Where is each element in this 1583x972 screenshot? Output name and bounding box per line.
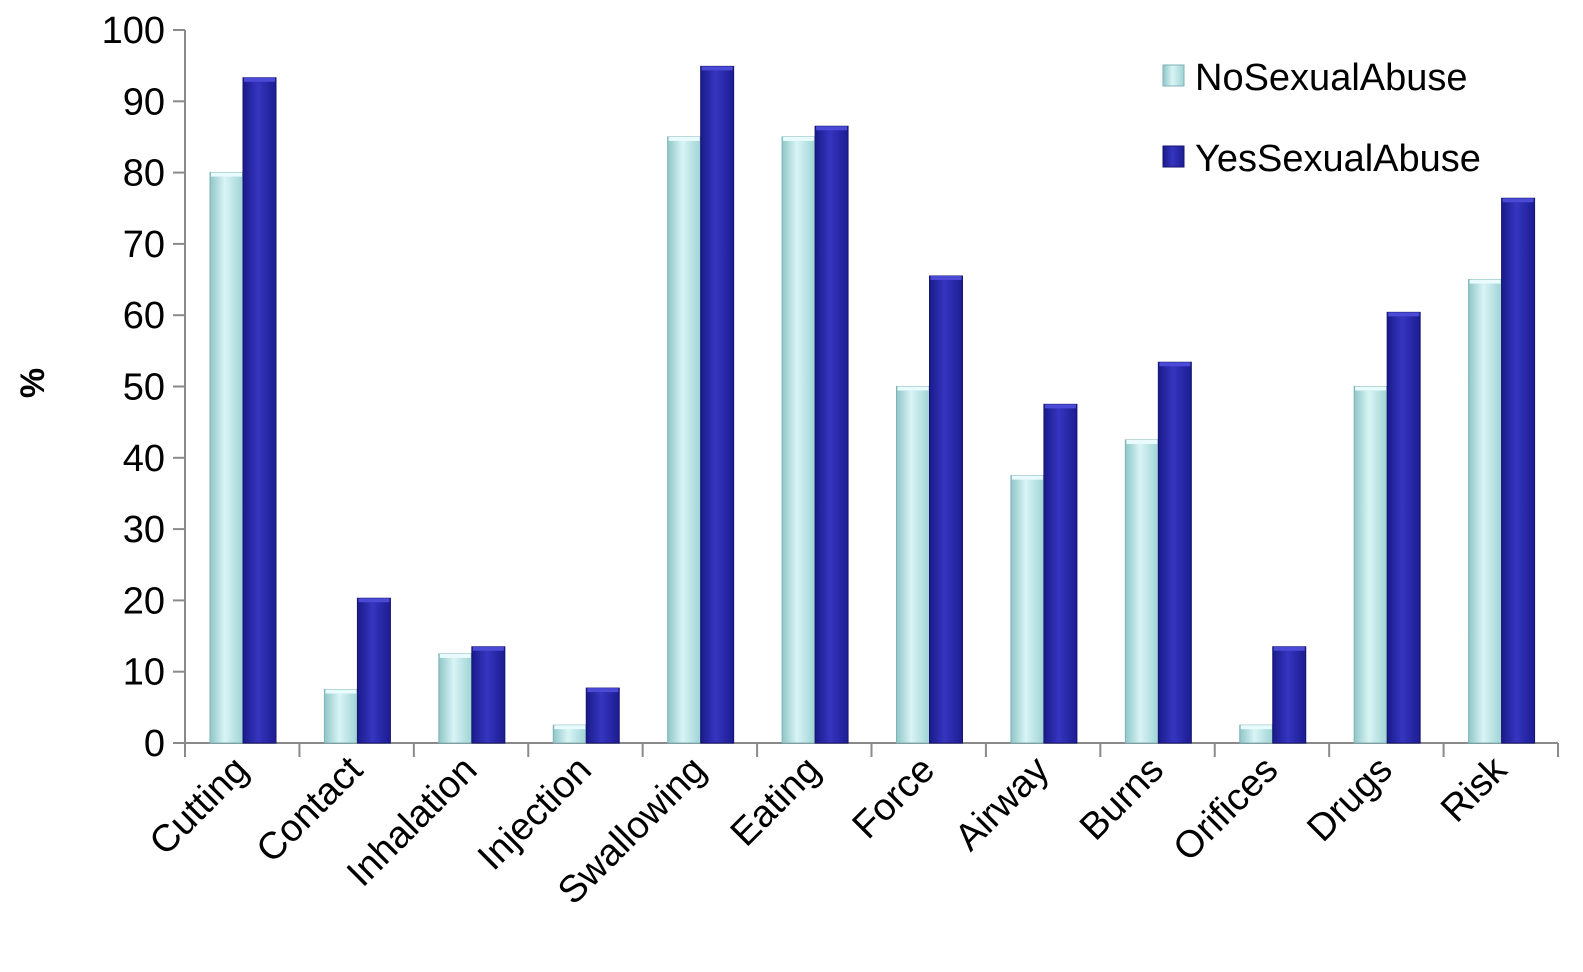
bar-cap [701,66,733,71]
y-tick-label: 40 [123,438,165,480]
bar-cap [439,653,471,658]
x-tick-label: Force [845,749,943,847]
bar-cap [1355,386,1387,391]
bar-cap [1240,725,1272,730]
bar-cap [816,126,848,131]
bar-cap [783,136,815,141]
y-axis-label: % [14,368,52,398]
bar-cap [1469,279,1501,284]
bar-YesSexualAbuse-Airway [1043,403,1078,744]
legend-swatch [1162,64,1185,87]
bar-NoSexualAbuse-Burns [1124,439,1159,744]
legend-swatch [1162,145,1185,168]
bar-cap [1502,198,1534,203]
bar-YesSexualAbuse-Force [929,275,963,744]
bar-cap [1388,312,1420,317]
y-tick-label: 90 [123,81,165,123]
x-tick-label: Cutting [142,749,257,864]
bar-cap [1159,362,1191,367]
bar-cap [472,646,504,651]
bar-cap [1126,439,1158,444]
y-tick-label: 100 [102,10,165,52]
x-tick-label: Risk [1433,748,1516,831]
bar-cap [1044,404,1076,409]
x-tick-label: Burns [1072,749,1172,849]
bar-cap [1011,475,1043,480]
bar-YesSexualAbuse-Swallowing [700,65,735,744]
bar-cap [668,136,700,141]
y-tick-label: 60 [123,295,165,337]
legend: NoSexualAbuse YesSexualAbuse [1162,57,1481,180]
y-tick-label: 80 [123,153,165,195]
legend-label: NoSexualAbuse [1195,57,1468,99]
bar-cap [244,77,275,82]
x-tick-label: Drugs [1299,749,1400,850]
bar-NoSexualAbuse-Force [896,386,930,744]
bar-YesSexualAbuse-Drugs [1386,311,1421,744]
y-tick-label: 0 [144,723,165,765]
bar-YesSexualAbuse-Cutting [242,77,277,744]
bar-cap [211,172,242,177]
bar-NoSexualAbuse-Inhalation [438,653,473,744]
bar-cap [554,725,586,730]
x-tick-label: Airway [947,749,1057,859]
y-tick-label: 10 [123,652,165,694]
bar-cap [1273,646,1305,651]
bar-NoSexualAbuse-Risk [1468,279,1503,744]
bars [209,65,1536,744]
axis-labels: % [14,368,52,398]
bar-cap [930,275,962,280]
y-tick-label: 50 [123,367,165,409]
bar-cap [587,688,619,693]
bar-YesSexualAbuse-Contact [356,597,391,744]
bar-cap [325,689,357,694]
bar-YesSexualAbuse-Inhalation [471,646,506,744]
bar-YesSexualAbuse-Eating [814,125,849,744]
x-tick-label: Orifices [1166,749,1287,870]
bar-YesSexualAbuse-Risk [1501,197,1536,744]
bar-NoSexualAbuse-Contact [323,689,358,744]
bar-cap [358,598,390,603]
bar-NoSexualAbuse-Cutting [209,172,244,744]
bar-YesSexualAbuse-Orifices [1272,646,1307,744]
bar-NoSexualAbuse-Drugs [1353,386,1388,744]
bar-NoSexualAbuse-Eating [781,136,816,744]
bar-NoSexualAbuse-Swallowing [667,136,702,744]
bar-cap [897,386,929,391]
legend-label: YesSexualAbuse [1195,138,1481,180]
bar-YesSexualAbuse-Burns [1157,361,1192,744]
y-tick-label: 20 [123,580,165,622]
bar-NoSexualAbuse-Airway [1010,475,1045,744]
y-tick-label: 70 [123,224,165,266]
y-tick-label: 30 [123,509,165,551]
x-tick-label: Eating [723,749,829,855]
bar-YesSexualAbuse-Injection [585,687,620,744]
